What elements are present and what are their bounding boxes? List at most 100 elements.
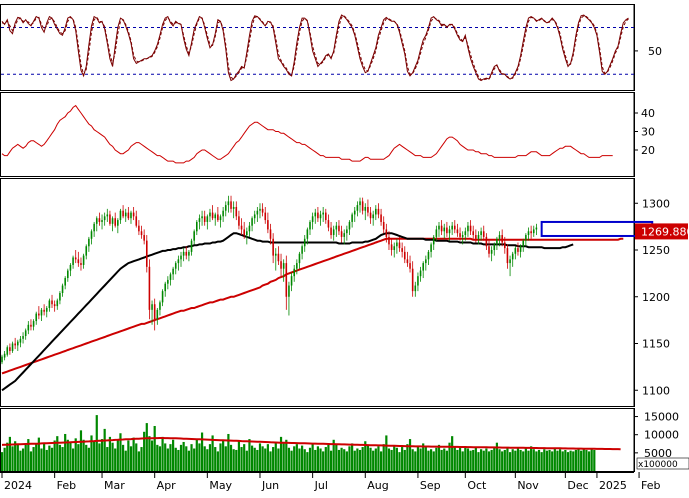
volume-bar [533, 449, 535, 471]
volume-bar [351, 443, 353, 471]
volume-bar [148, 436, 150, 471]
candle-body [138, 226, 140, 232]
volume-bar [40, 448, 42, 471]
candle-body [67, 271, 69, 278]
price-tick-label: 1200 [642, 291, 670, 304]
candle-body [249, 226, 251, 232]
candle-body [75, 257, 77, 259]
candle-body [185, 252, 187, 256]
candle-body [451, 226, 453, 230]
candle-body [486, 237, 488, 246]
volume-bar [340, 448, 342, 471]
volume-bar [535, 451, 537, 471]
candle-body [267, 220, 269, 229]
x-tick-label: 2024 [4, 479, 32, 492]
volume-bar [398, 452, 400, 471]
candle-body [330, 228, 332, 235]
candle-body [230, 201, 232, 208]
candle-body [312, 216, 314, 222]
candle-body [420, 271, 422, 277]
volume-bar [64, 434, 66, 471]
volume-bar [32, 447, 34, 471]
candle-body [149, 267, 151, 310]
candle-body [533, 229, 535, 233]
candle-body [17, 342, 19, 346]
candle-body [9, 347, 11, 351]
volume-bar [348, 446, 350, 471]
x-tick-label: Sep [420, 479, 441, 492]
candle-body [12, 344, 14, 351]
volume-bar [319, 448, 321, 471]
volume-bar [435, 448, 437, 471]
volume-bar [438, 445, 440, 471]
candle-body [496, 239, 498, 245]
candle-body [1, 357, 3, 363]
volume-bar [580, 451, 582, 471]
candle-body [283, 263, 285, 269]
candle-body [157, 310, 159, 319]
candle-body [422, 263, 424, 270]
candle-body [54, 304, 56, 306]
volume-bar [264, 448, 266, 471]
candle-body [396, 243, 398, 247]
candle-body [401, 248, 403, 252]
volume-bar [498, 449, 500, 471]
volume-bar [443, 448, 445, 471]
volume-bar [570, 451, 572, 471]
volume-bar [417, 446, 419, 471]
candle-body [25, 330, 27, 336]
candle-body [354, 211, 356, 215]
volume-bar [306, 452, 308, 471]
candle-body [175, 263, 177, 269]
adx-tick-label: 30 [641, 126, 655, 139]
volume-bar [167, 448, 169, 471]
candle-body [154, 304, 156, 319]
candle-body [93, 224, 95, 231]
candle-body [96, 218, 98, 224]
volume-bar [414, 451, 416, 471]
volume-bar [277, 448, 279, 471]
candle-body [72, 257, 74, 264]
volume-bar [25, 445, 27, 471]
volume-bar [67, 440, 69, 471]
candle-body [449, 229, 451, 233]
price-tick-label: 1100 [642, 384, 670, 397]
candle-body [504, 243, 506, 249]
volume-bar [6, 443, 8, 471]
volume-bar [172, 440, 174, 471]
volume-bar [269, 451, 271, 471]
volume-bar [140, 447, 142, 471]
volume-bar [562, 451, 564, 471]
volume-bar [480, 449, 482, 471]
volume-bar [43, 443, 45, 471]
candle-body [467, 226, 469, 232]
candle-body [478, 235, 480, 239]
volume-bar [375, 448, 377, 471]
volume-bar [441, 450, 443, 471]
candle-body [317, 213, 319, 219]
volume-bar [61, 447, 63, 471]
candle-body [367, 207, 369, 213]
volume-bar [93, 441, 95, 471]
candle-body [117, 220, 119, 226]
candle-body [462, 235, 464, 237]
volume-bar [130, 446, 132, 471]
candle-body [251, 218, 253, 225]
volume-bar [419, 448, 421, 471]
candle-body [241, 226, 243, 230]
candle-body [62, 286, 64, 293]
candle-body [262, 209, 264, 213]
volume-bar [11, 446, 13, 471]
volume-bar [522, 451, 524, 471]
candle-body [383, 222, 385, 229]
volume-bar [517, 448, 519, 471]
last-price-label: 1269.880 [641, 225, 689, 238]
volume-bar [235, 450, 237, 471]
candle-body [515, 248, 517, 254]
volume-bar [504, 450, 506, 471]
volume-bar [117, 440, 119, 471]
candle-body [254, 214, 256, 218]
volume-bar [275, 442, 277, 471]
candle-body [243, 229, 245, 235]
